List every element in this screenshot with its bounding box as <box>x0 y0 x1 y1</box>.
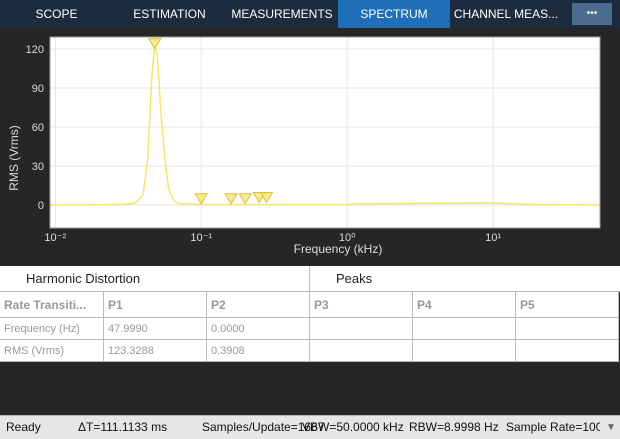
table-cell <box>310 318 413 340</box>
spectrum-line <box>49 44 601 206</box>
plot-border <box>49 36 601 229</box>
peak-marker <box>259 191 274 204</box>
table-cell <box>413 340 516 362</box>
table-cell: 0.0000 <box>207 318 310 340</box>
status-bar: Ready ΔT=111.1133 ms Samples/Update=1667 VB… <box>0 415 620 439</box>
table: Rate Transiti... P1 P2 P3 P4 P5 Frequency (Hz)… <box>0 292 619 362</box>
y-tick-label: 0 <box>38 200 44 212</box>
tab[interactable]: CHANNEL MEAS... <box>453 7 559 21</box>
section-title[interactable]: Peaks <box>336 271 373 286</box>
table-cell: 123.3288 <box>104 340 207 362</box>
table-header: P5 <box>516 292 619 318</box>
x-tick-label: 10⁻¹ <box>190 232 212 244</box>
status-item: RBW=8.9998 Hz <box>409 420 499 434</box>
tab[interactable]: MEASUREMENTS <box>231 7 333 21</box>
peak-marker <box>147 38 162 50</box>
peak-marker <box>224 193 238 205</box>
tab[interactable]: SCOPE <box>35 7 78 21</box>
x-tick-label: 10⁻² <box>44 232 66 244</box>
x-axis-label: Frequency (kHz) <box>294 242 383 256</box>
table-cell: 0.3908 <box>207 340 310 362</box>
status-item: Samples/Update=1667 <box>202 420 325 434</box>
status-item: ΔT=111.1133 ms <box>78 420 168 434</box>
peak-marker <box>194 193 209 205</box>
chart: Frequency (kHz) RMS (Vrms) 0 30 60 90 120 10⁻… <box>0 28 620 265</box>
peak-marker <box>238 193 253 205</box>
y-tick-label: 90 <box>32 83 44 95</box>
table-header: P4 <box>413 292 516 318</box>
table-cell <box>516 318 619 340</box>
table-cell <box>516 340 619 362</box>
x-tick-label: 10⁰ <box>339 232 356 244</box>
tab[interactable]: ESTIMATION <box>133 7 206 21</box>
table-header: P3 <box>310 292 413 318</box>
plot-area <box>50 37 600 228</box>
status-item: Sample Rate=100 <box>506 420 600 434</box>
status-dropdown[interactable]: ▼ <box>606 422 616 433</box>
divider <box>309 266 310 291</box>
status-item: VBW=50.0000 kHz <box>302 420 404 434</box>
table-cell: 47.9990 <box>104 318 207 340</box>
more-button[interactable]: ••• <box>572 3 612 25</box>
table-header: Rate Transiti... <box>0 292 104 318</box>
tab[interactable]: SPECTRUM <box>338 0 450 28</box>
y-tick-label: 30 <box>32 161 44 173</box>
table-cell <box>310 340 413 362</box>
y-axis-label: RMS (Vrms) <box>7 125 21 191</box>
table-cell: RMS (Vrms) <box>0 340 104 362</box>
table-header: P2 <box>207 292 310 318</box>
section-title[interactable]: Harmonic Distortion <box>26 271 141 286</box>
table-cell <box>413 318 516 340</box>
status-item: Ready <box>6 420 41 434</box>
y-tick-label: 60 <box>32 122 44 134</box>
table-header: P1 <box>104 292 207 318</box>
table-cell: Frequency (Hz) <box>0 318 104 340</box>
tab-bar: SCOPE ESTIMATION MEASUREMENTS SPECTRUM CHANN… <box>0 0 620 28</box>
x-tick-label: 10¹ <box>485 232 501 244</box>
section-header: Harmonic Distortion Peaks <box>0 266 620 292</box>
y-tick-label: 120 <box>26 44 44 56</box>
